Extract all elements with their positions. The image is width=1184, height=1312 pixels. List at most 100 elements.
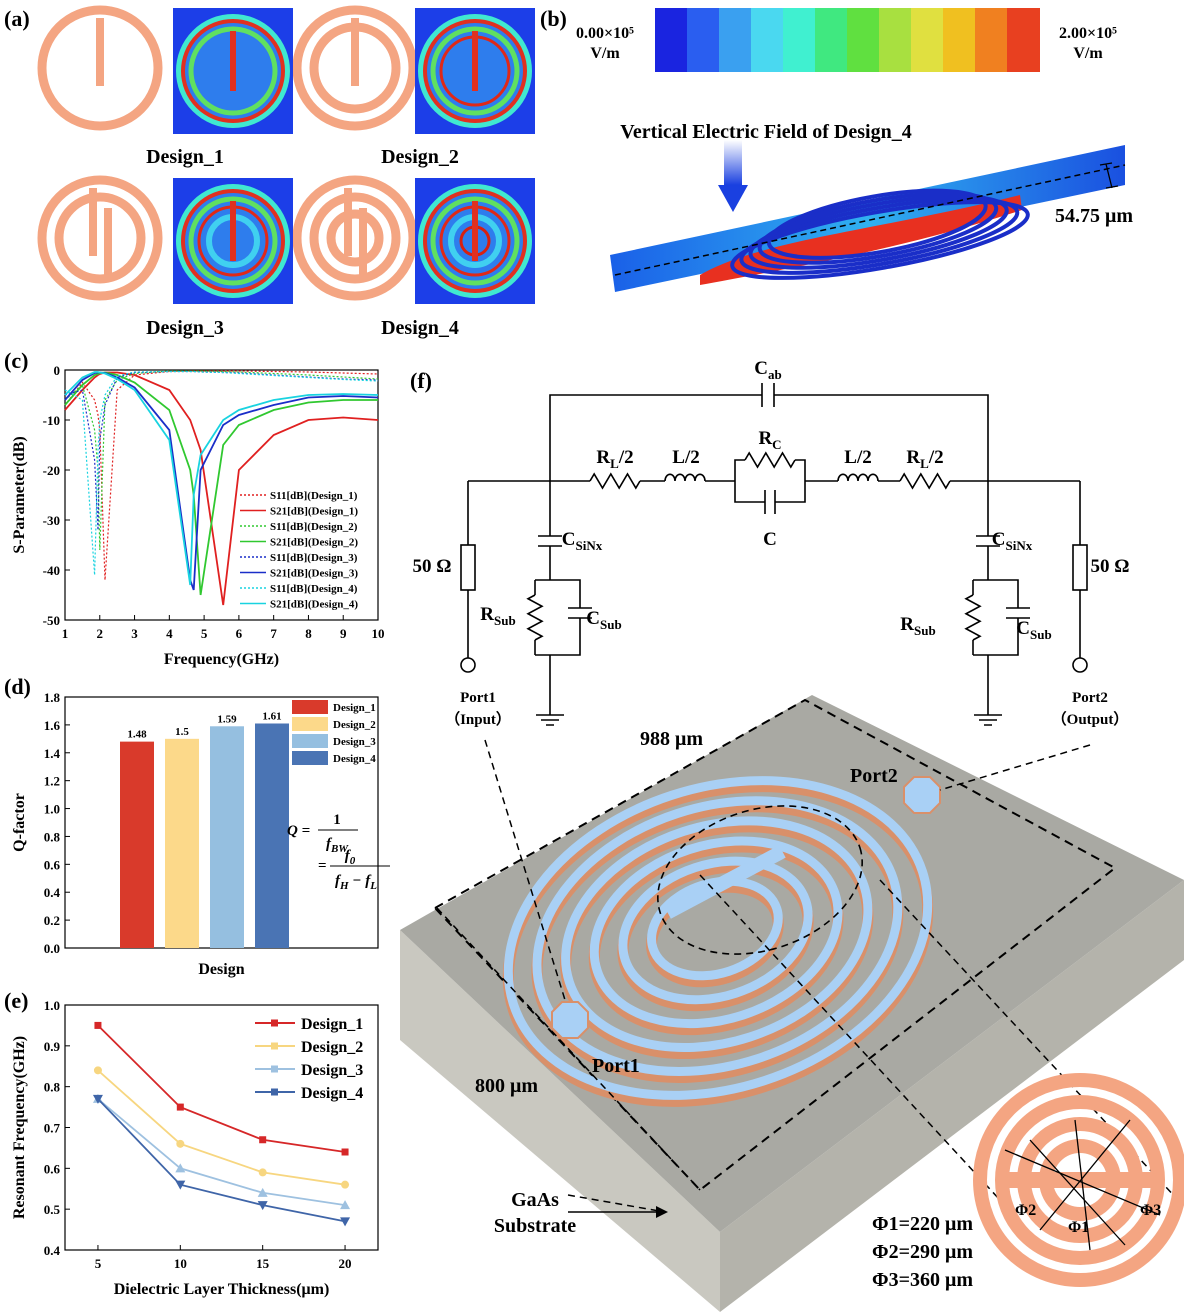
port-pad: [552, 1002, 588, 1038]
phi-label: Φ1: [1068, 1219, 1089, 1236]
y-tick-label: 1.2: [44, 774, 60, 789]
diameter-label: Φ1=220 μm: [872, 1213, 973, 1235]
y-tick-label: 0.9: [44, 1039, 61, 1054]
y-tick-label: 0.8: [44, 829, 61, 844]
y-tick-label: 1.6: [44, 718, 61, 733]
ring-bar: [351, 18, 359, 86]
legend-swatch: [292, 751, 328, 765]
circuit-label: RL/2: [906, 447, 943, 471]
legend-label: S21[dB](Design_3): [270, 568, 358, 580]
arrow-shaft: [724, 140, 742, 185]
x-axis-label: Design: [198, 961, 244, 978]
y-tick-label: 1.0: [44, 802, 60, 817]
y-tick-label: 1.8: [44, 690, 61, 705]
circuit-label: CSub: [1016, 618, 1051, 642]
formula-part: L: [369, 880, 377, 892]
legend-label: Design_3: [333, 736, 376, 748]
label: （Input）: [445, 710, 511, 728]
value-label: 1.59: [217, 713, 237, 725]
colorbar-cell: [943, 8, 976, 72]
label-sub: SiNx: [576, 538, 603, 553]
phi-label: Φ3: [1140, 1202, 1161, 1219]
y-tick-label: 1.4: [44, 746, 61, 761]
colorbar-cell: [719, 8, 752, 72]
legend-label: Design_4: [301, 1085, 363, 1102]
field-bar: [230, 31, 236, 91]
colorbar-cell: [1007, 8, 1040, 72]
dimension-label: 988 μm: [640, 728, 703, 750]
x-tick-label: 2: [97, 626, 104, 641]
panel-label: (c): [4, 348, 28, 373]
x-tick-label: 10: [372, 626, 385, 641]
x-tick-label: 9: [340, 626, 347, 641]
legend-label: Design_1: [301, 1016, 363, 1033]
legend-label: S11[dB](Design_2): [270, 521, 358, 533]
label-main: C: [754, 358, 768, 379]
legend-label: Design_1: [333, 702, 376, 714]
ring-bar: [359, 208, 367, 276]
label: 2.00×10⁵: [1059, 25, 1117, 42]
field-bar: [230, 201, 236, 261]
circuit-label: RSub: [480, 604, 515, 628]
label-main: C: [992, 529, 1006, 550]
chart: 0.40.50.60.70.80.91.05101520Resonant Fre…: [11, 998, 378, 1298]
label-main: R: [900, 614, 914, 635]
y-tick-label: 0.4: [44, 1243, 61, 1258]
y-tick-label: 0.6: [44, 857, 61, 872]
marker: [259, 1168, 267, 1176]
design-label: Design_2: [381, 146, 459, 168]
field-bar: [472, 201, 478, 261]
y-tick-label: 0.7: [44, 1121, 61, 1136]
y-axis-label: S-Parameter(dB): [11, 436, 28, 553]
design-label: Design_4: [381, 317, 459, 339]
formula: f0: [345, 848, 356, 867]
ring-bar: [89, 188, 97, 256]
bar: [255, 723, 289, 948]
legend-label: Design_3: [301, 1062, 363, 1079]
circuit-label: RSub: [900, 614, 935, 638]
legend-label: Design_2: [301, 1039, 363, 1056]
wire: [973, 481, 1030, 725]
legend-label: S11[dB](Design_4): [270, 583, 358, 595]
port-node: [1073, 658, 1087, 672]
x-tick-label: 7: [270, 626, 277, 641]
circuit-labels: CabRL/2L/2RCCL/2RL/2CSiNxCSiNx50 Ω50 ΩRS…: [413, 358, 1130, 642]
dimension-label: 800 μm: [475, 1075, 538, 1097]
bar: [210, 726, 244, 948]
label: GaAs: [511, 1189, 559, 1211]
legend-label: Design_2: [333, 719, 376, 731]
formula-part: H: [339, 880, 349, 892]
panel-label: (e): [4, 988, 28, 1013]
legend-label: S11[dB](Design_3): [270, 552, 358, 564]
circuit-label: CSiNx: [992, 529, 1033, 553]
wire: [966, 595, 980, 640]
field-title: Vertical Electric Field of Design_4: [620, 121, 911, 143]
resistor-box: [461, 545, 475, 590]
x-tick-label: 4: [166, 626, 173, 641]
bar: [165, 739, 199, 948]
label-sub: L: [610, 456, 619, 471]
label-main: R: [906, 447, 920, 468]
x-tick-label: 3: [131, 626, 138, 641]
wire: [705, 460, 838, 502]
label-main: C: [763, 529, 777, 550]
legend-label: S21[dB](Design_2): [270, 537, 358, 549]
y-tick-label: 0.2: [44, 913, 60, 928]
formula: Q =: [287, 823, 310, 839]
resistor-box: [1073, 545, 1087, 590]
y-tick-label: 1.0: [44, 998, 60, 1013]
y-tick-label: 0.8: [44, 1080, 61, 1095]
port-node: [461, 658, 475, 672]
series-line: [65, 371, 378, 580]
value-label: 1.61: [262, 710, 281, 722]
port-label: Port1（Input）: [445, 690, 511, 728]
wire: [528, 595, 542, 640]
y-tick-label: 0.4: [44, 885, 61, 900]
label-main: R: [596, 447, 610, 468]
label: V/m: [590, 45, 620, 62]
legend-swatch: [292, 700, 328, 714]
panel-label: (d): [4, 674, 31, 699]
legend-swatch: [292, 717, 328, 731]
circuit-label: RL/2: [596, 447, 633, 471]
label: V/m: [1073, 45, 1103, 62]
